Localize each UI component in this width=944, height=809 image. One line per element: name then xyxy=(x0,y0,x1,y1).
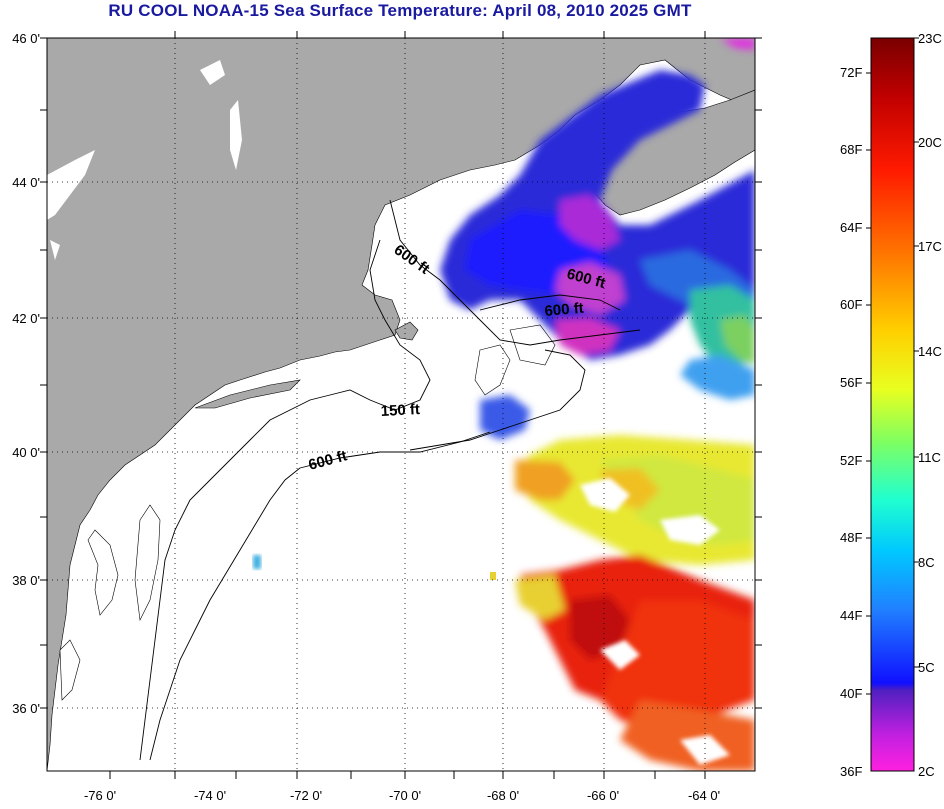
lat-label: 44 0' xyxy=(12,175,40,190)
lon-label: -70 0' xyxy=(388,788,422,803)
contour-label: 150 ft xyxy=(380,401,420,420)
colorbar-c-label: 8C xyxy=(918,555,935,570)
colorbar-c-label: 23C xyxy=(918,31,942,46)
lon-label: -68 0' xyxy=(486,788,520,803)
lat-label: 40 0' xyxy=(12,445,40,460)
colorbar-f-label: 60F xyxy=(840,297,863,312)
colorbar xyxy=(870,37,915,772)
lon-label: -76 0' xyxy=(83,788,117,803)
map-title: RU COOL NOAA-15 Sea Surface Temperature:… xyxy=(108,1,692,20)
lon-label: -72 0' xyxy=(289,788,323,803)
colorbar-f-label: 52F xyxy=(840,453,863,468)
colorbar-f-label: 40F xyxy=(840,686,863,701)
contour-label: 600 ft xyxy=(544,300,585,320)
colorbar-c-label: 20C xyxy=(918,135,942,150)
colorbar-c-label: 17C xyxy=(918,239,942,254)
lon-label: -64 0' xyxy=(687,788,721,803)
lat-label: 36 0' xyxy=(12,701,40,716)
colorbar-c-label: 11C xyxy=(918,450,941,465)
colorbar-f-label: 64F xyxy=(840,220,863,235)
colorbar-f-label: 36F xyxy=(840,764,863,779)
lat-label: 38 0' xyxy=(12,573,40,588)
colorbar-f-label: 56F xyxy=(840,375,863,390)
lat-label: 46 0' xyxy=(12,31,40,46)
colorbar-f-label: 44F xyxy=(840,608,863,623)
lat-label: 42 0' xyxy=(12,311,40,326)
colorbar-c-label: 5C xyxy=(918,660,935,675)
colorbar-f-label: 72F xyxy=(840,65,863,80)
colorbar-c-label: 2C xyxy=(918,764,935,779)
lon-label: -74 0' xyxy=(193,788,227,803)
colorbar-c-label: 14C xyxy=(918,344,942,359)
lon-label: -66 0' xyxy=(586,788,620,803)
colorbar-f-label: 48F xyxy=(840,530,863,545)
colorbar-f-label: 68F xyxy=(840,142,863,157)
